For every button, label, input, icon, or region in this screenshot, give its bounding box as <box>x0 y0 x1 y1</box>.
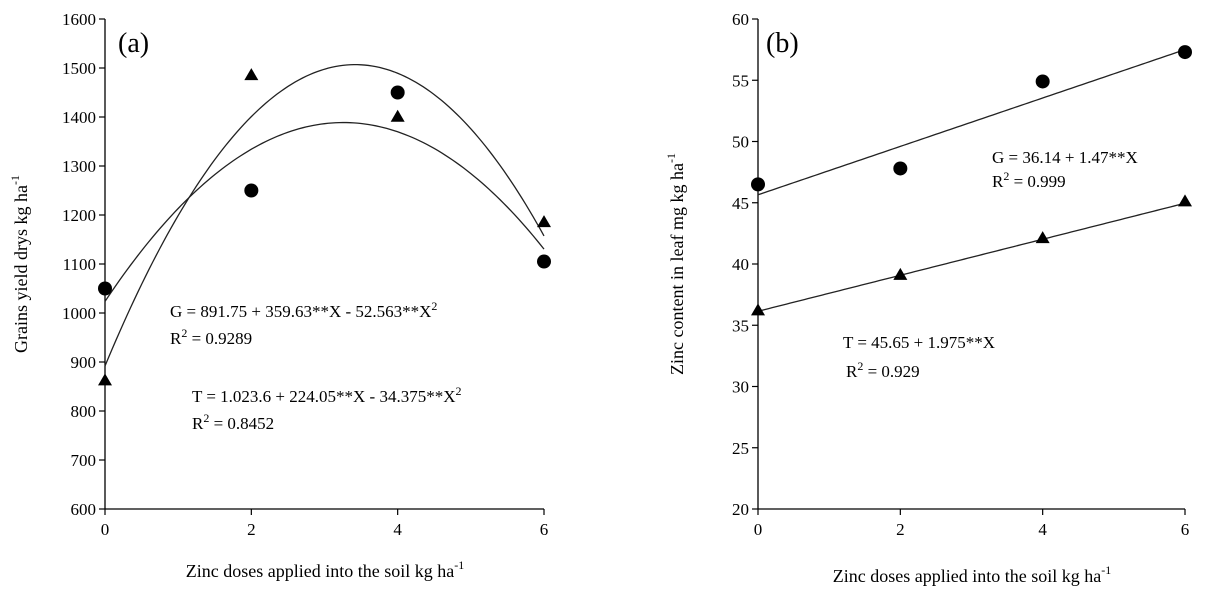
r-squared-label: R2 = 0.999 <box>992 169 1066 191</box>
x-tick-label: 2 <box>247 520 256 539</box>
y-tick-label: 800 <box>71 402 97 421</box>
x-axis-label: Zinc doses applied into the soil kg ha-1 <box>833 563 1111 586</box>
y-tick-label: 40 <box>732 255 749 274</box>
series-circle <box>98 85 551 296</box>
y-tick-label: 20 <box>732 500 749 519</box>
trend-line-triangle <box>757 202 1186 312</box>
y-tick-label: 600 <box>71 500 97 519</box>
data-point-circle <box>98 281 112 296</box>
axes: 20 25 30 35 40 45 50 55 60 0 2 4 6 <box>732 10 1189 539</box>
y-tick-label: 1600 <box>62 10 96 29</box>
x-tick-label: 2 <box>896 520 905 539</box>
data-point-triangle <box>751 303 765 316</box>
data-point-circle <box>244 183 259 198</box>
series-triangle <box>751 194 1192 316</box>
regression-equation: T = 45.65 + 1.975**X <box>843 333 995 352</box>
y-tick-label: 35 <box>732 316 749 335</box>
y-tick-label: 25 <box>732 439 749 458</box>
x-tick-label: 0 <box>101 520 110 539</box>
r-squared-label: R2 = 0.9289 <box>170 326 252 348</box>
series-circle <box>751 45 1192 192</box>
y-axis-label: Grains yield drys kg ha-1 <box>8 175 31 353</box>
data-point-triangle <box>244 68 259 81</box>
y-tick-label: 50 <box>732 133 749 152</box>
data-point-triangle <box>893 267 908 280</box>
data-point-circle <box>390 85 405 100</box>
series-triangle <box>98 68 551 386</box>
regression-equation: G = 891.75 + 359.63**X - 52.563**X2 <box>170 299 437 321</box>
y-tick-label: 1100 <box>63 255 96 274</box>
x-tick-label: 4 <box>393 520 402 539</box>
data-point-circle <box>537 254 551 269</box>
trend-line-circle <box>757 49 1186 196</box>
y-tick-label: 1400 <box>62 108 96 127</box>
y-tick-label: 1300 <box>62 157 96 176</box>
data-point-circle <box>1178 45 1192 60</box>
trend-line-triangle <box>104 63 545 367</box>
regression-equation: T = 1.023.6 + 224.05**X - 34.375**X2 <box>192 384 461 406</box>
panel-label: (a) <box>118 28 149 59</box>
y-tick-label: 1500 <box>62 59 96 78</box>
r-squared-label: R2 = 0.8452 <box>192 411 274 433</box>
x-axis-label: Zinc doses applied into the soil kg ha-1 <box>186 558 464 581</box>
data-point-triangle <box>1178 194 1192 207</box>
y-tick-label: 45 <box>732 194 749 213</box>
r-squared-label: R2 = 0.929 <box>846 359 920 381</box>
x-tick-label: 4 <box>1038 520 1047 539</box>
data-point-triangle <box>537 215 551 228</box>
regression-equation: G = 36.14 + 1.47**X <box>992 148 1138 167</box>
y-tick-label: 1000 <box>62 304 96 323</box>
y-tick-label: 60 <box>732 10 749 29</box>
y-axis-label: Zinc content in leaf mg kg ha-1 <box>664 153 687 375</box>
y-tick-label: 700 <box>71 451 97 470</box>
x-tick-label: 6 <box>1181 520 1190 539</box>
chart-panel-b: 20 25 30 35 40 45 50 55 60 0 2 4 6 Zinc doses applied… <box>664 10 1192 586</box>
y-tick-label: 1200 <box>62 206 96 225</box>
x-tick-label: 6 <box>540 520 549 539</box>
trend-line-circle <box>104 121 545 302</box>
y-tick-label: 900 <box>71 353 97 372</box>
data-point-circle <box>751 177 765 192</box>
data-point-triangle <box>390 109 405 122</box>
chart-panel-a: 600 700 800 900 1000 1100 1200 1300 1400 1500 1600… <box>8 10 551 581</box>
y-tick-label: 30 <box>732 378 749 397</box>
panel-label: (b) <box>766 28 799 59</box>
axes: 600 700 800 900 1000 1100 1200 1300 1400 1500 1600… <box>62 10 548 539</box>
data-point-circle <box>1035 74 1050 89</box>
data-point-triangle <box>98 373 112 386</box>
data-point-triangle <box>1035 231 1050 244</box>
data-point-circle <box>893 161 908 176</box>
x-tick-label: 0 <box>754 520 763 539</box>
y-tick-label: 55 <box>732 71 749 90</box>
